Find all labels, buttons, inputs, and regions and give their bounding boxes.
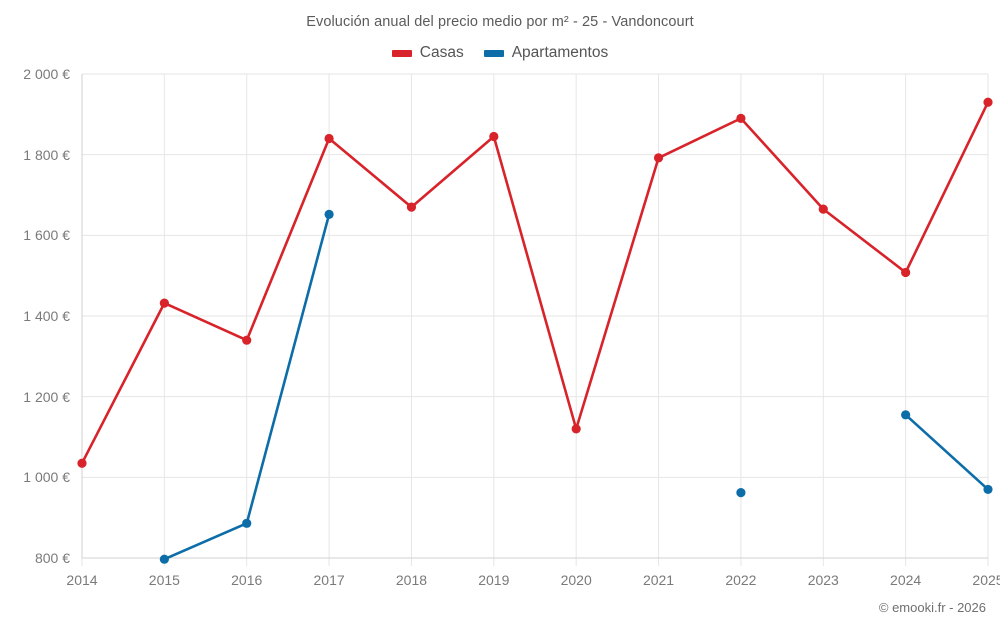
legend-item-apartamentos[interactable]: Apartamentos xyxy=(483,44,609,62)
copyright-credit: © emooki.fr - 2026 xyxy=(878,600,986,615)
series-line-apartamentos xyxy=(904,413,990,491)
chart-legend: Casas Apartamentos xyxy=(0,44,1000,62)
data-point-casas-2025[interactable] xyxy=(983,97,993,107)
data-point-apartamentos-2022[interactable] xyxy=(736,488,746,498)
line-swatch-icon xyxy=(391,49,412,57)
x-tick-label: 2021 xyxy=(642,572,675,588)
y-tick-label: 1 400 € xyxy=(23,308,70,324)
x-tick-label: 2023 xyxy=(807,572,839,588)
x-tick-label: 2014 xyxy=(66,572,98,588)
data-point-apartamentos-2016[interactable] xyxy=(242,518,252,528)
y-tick-label: 2 000 € xyxy=(23,66,70,82)
data-point-casas-2020[interactable] xyxy=(571,424,581,434)
series-line-casas xyxy=(80,100,990,465)
data-point-casas-2019[interactable] xyxy=(489,131,499,142)
data-point-casas-2014[interactable] xyxy=(77,458,87,468)
x-tick-label: 2020 xyxy=(560,572,592,588)
y-tick-label: 800 € xyxy=(34,550,70,566)
data-point-casas-2022[interactable] xyxy=(736,113,746,123)
data-point-casas-2023[interactable] xyxy=(818,204,828,214)
y-tick-label: 1 800 € xyxy=(23,146,70,163)
x-tick-label: 2016 xyxy=(231,572,263,588)
x-tick-label: 2025 xyxy=(972,572,1000,588)
x-tick-label: 2017 xyxy=(313,572,345,588)
chart-title: Evolución anual del precio medio por m² … xyxy=(306,14,694,30)
data-point-casas-2021[interactable] xyxy=(653,153,664,163)
data-point-apartamentos-2025[interactable] xyxy=(983,484,993,495)
data-point-casas-2018[interactable] xyxy=(406,202,417,212)
legend-label-casas: Casas xyxy=(419,44,464,61)
data-point-casas-2024[interactable] xyxy=(901,267,911,278)
data-point-apartamentos-2024[interactable] xyxy=(901,410,911,420)
line-swatch-icon xyxy=(483,49,504,57)
data-point-apartamentos-2017[interactable] xyxy=(324,209,334,219)
data-point-casas-2015[interactable] xyxy=(159,298,169,308)
y-tick-label: 1 600 € xyxy=(23,227,70,244)
data-point-apartamentos-2015[interactable] xyxy=(159,554,169,564)
x-tick-label: 2019 xyxy=(478,572,510,588)
legend-label-apartamentos: Apartamentos xyxy=(511,44,609,61)
data-point-casas-2017[interactable] xyxy=(324,133,334,144)
x-tick-label: 2024 xyxy=(890,572,922,588)
legend-item-casas[interactable]: Casas xyxy=(391,44,464,62)
x-tick-label: 2015 xyxy=(148,572,180,588)
x-tick-label: 2018 xyxy=(395,572,428,588)
y-tick-label: 1 200 € xyxy=(23,388,70,405)
data-point-casas-2016[interactable] xyxy=(242,335,252,345)
x-tick-label: 2022 xyxy=(725,572,757,588)
y-tick-label: 1 000 € xyxy=(23,469,70,486)
